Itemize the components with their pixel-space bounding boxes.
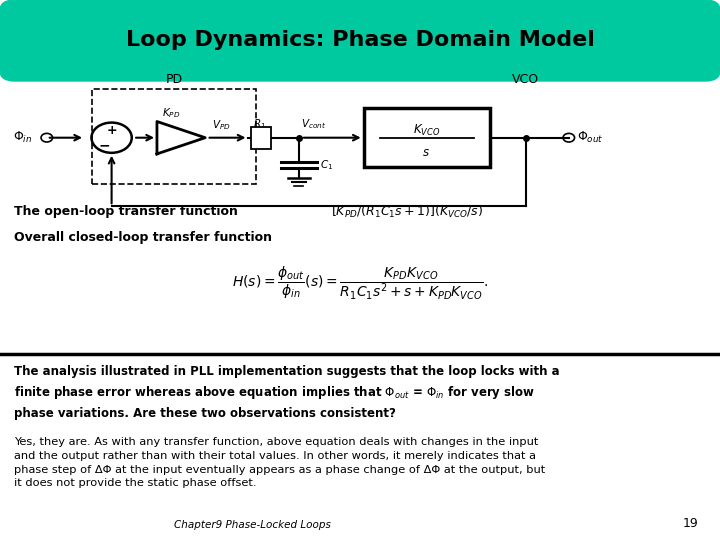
FancyBboxPatch shape [0, 0, 720, 81]
Bar [92, 89, 256, 184]
Text: The analysis illustrated in PLL implementation suggests that the loop locks with: The analysis illustrated in PLL implemen… [14, 364, 560, 420]
Text: Overall closed-loop transfer function: Overall closed-loop transfer function [14, 231, 272, 244]
Text: $[K_{PD}/(R_1C_1s+1)](K_{VCO}/s)$: $[K_{PD}/(R_1C_1s+1)](K_{VCO}/s)$ [331, 204, 483, 220]
Text: $C_1$: $C_1$ [320, 158, 333, 172]
Polygon shape [157, 122, 205, 154]
Text: $s$: $s$ [423, 146, 430, 159]
Text: VCO: VCO [512, 73, 539, 86]
Text: +: + [107, 124, 117, 137]
Text: 19: 19 [683, 517, 698, 530]
Text: The open-loop transfer function: The open-loop transfer function [14, 205, 238, 218]
Text: $K_{PD}$: $K_{PD}$ [162, 106, 181, 120]
Text: $\Phi_{out}$: $\Phi_{out}$ [577, 130, 604, 145]
Text: $V_{cont}$: $V_{cont}$ [301, 117, 326, 131]
Text: $H(s) = \dfrac{\phi_{out}}{\phi_{in}}(s) = \dfrac{K_{PD}K_{VCO}}{R_1C_1s^2 + s +: $H(s) = \dfrac{\phi_{out}}{\phi_{in}}(s)… [232, 265, 488, 302]
Text: $R_1$: $R_1$ [253, 117, 266, 131]
Text: $V_{PD}$: $V_{PD}$ [212, 118, 231, 132]
Text: $\Phi_{in}$: $\Phi_{in}$ [13, 130, 32, 145]
Text: Chapter9 Phase-Locked Loops: Chapter9 Phase-Locked Loops [174, 520, 330, 530]
Text: $K_{VCO}$: $K_{VCO}$ [413, 123, 440, 138]
Bar [251, 127, 271, 148]
Text: Loop Dynamics: Phase Domain Model: Loop Dynamics: Phase Domain Model [125, 30, 595, 50]
Text: Yes, they are. As with any transfer function, above equation deals with changes : Yes, they are. As with any transfer func… [14, 437, 546, 488]
Text: −: − [99, 139, 110, 153]
Bar [364, 108, 490, 167]
Text: PD: PD [166, 73, 183, 86]
